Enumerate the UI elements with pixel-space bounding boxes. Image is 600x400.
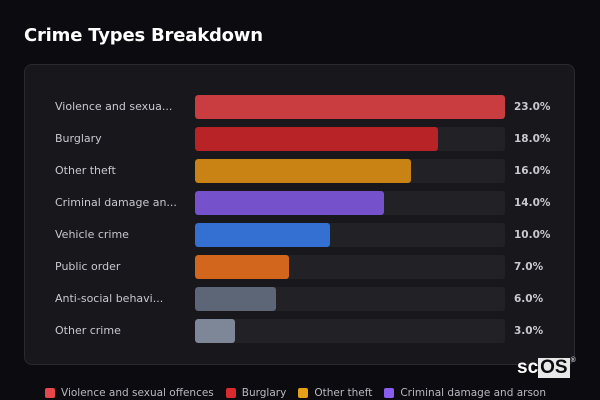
bar-value: 10.0% <box>514 229 551 241</box>
legend-item[interactable]: Violence and sexual offences <box>45 387 214 399</box>
bar[interactable] <box>195 287 276 311</box>
bar-track <box>195 191 505 215</box>
bar-row: Anti-social behavi... 6.0% <box>25 287 574 311</box>
bar[interactable] <box>195 95 505 119</box>
bar[interactable] <box>195 159 411 183</box>
watermark-os: OS <box>538 357 570 378</box>
legend-swatch-icon <box>298 388 309 398</box>
bar-value: 3.0% <box>514 325 544 337</box>
bar-value: 23.0% <box>514 101 551 113</box>
bar-track <box>195 95 505 119</box>
legend-swatch-icon <box>45 388 55 398</box>
bar-track <box>195 223 505 247</box>
bar-track <box>195 255 505 279</box>
bar-label: Anti-social behavi... <box>55 292 164 305</box>
bar-track <box>195 127 505 151</box>
legend-item[interactable]: Other theft <box>298 387 372 399</box>
bar-label: Public order <box>55 260 121 273</box>
chart-panel: Violence and sexua... 23.0% Burglary 18.0% O… <box>24 64 575 365</box>
bar[interactable] <box>195 191 384 215</box>
bar-label: Other crime <box>55 324 121 337</box>
bar-row: Vehicle crime 10.0% <box>25 223 574 247</box>
bar-label: Violence and sexua... <box>55 100 173 113</box>
bar-row: Criminal damage an... 14.0% <box>25 191 574 215</box>
legend-label: Criminal damage and arson <box>400 387 547 399</box>
bar-row: Other theft 16.0% <box>25 159 574 183</box>
bar-label: Criminal damage an... <box>55 196 177 209</box>
bar-value: 7.0% <box>514 261 544 273</box>
chart-title: Crime Types Breakdown <box>24 25 263 46</box>
legend-label: Other theft <box>314 387 373 399</box>
bar-value: 18.0% <box>514 133 551 145</box>
legend-label: Violence and sexual offences <box>61 387 214 399</box>
bar-value: 6.0% <box>514 293 544 305</box>
legend-item[interactable]: Burglary <box>225 387 287 399</box>
bar-value: 14.0% <box>514 197 551 209</box>
bar-track <box>195 287 505 311</box>
bar-row: Violence and sexua... 23.0% <box>25 95 574 119</box>
watermark-logo: sc OS ® <box>517 357 576 379</box>
bar-label: Burglary <box>55 132 102 145</box>
bar[interactable] <box>195 223 330 247</box>
bar-label: Other theft <box>55 164 116 177</box>
bar-track <box>195 159 505 183</box>
registered-icon: ® <box>570 357 576 364</box>
bar[interactable] <box>195 255 289 279</box>
bar-value: 16.0% <box>514 165 551 177</box>
bar-row: Burglary 18.0% <box>25 127 574 151</box>
watermark-sc: sc <box>517 357 539 378</box>
bar-label: Vehicle crime <box>55 228 129 241</box>
chart-legend: Violence and sexual offences Burglary Othe… <box>45 386 558 400</box>
bar-row: Other crime 3.0% <box>25 319 574 343</box>
bar[interactable] <box>195 319 235 343</box>
legend-swatch-icon <box>225 388 236 398</box>
bar-track <box>195 319 505 343</box>
bar[interactable] <box>195 127 438 151</box>
legend-swatch-icon <box>384 388 395 398</box>
legend-item[interactable]: Criminal damage and arson <box>384 387 546 399</box>
legend-label: Burglary <box>241 387 287 399</box>
bar-row: Public order 7.0% <box>25 255 574 279</box>
